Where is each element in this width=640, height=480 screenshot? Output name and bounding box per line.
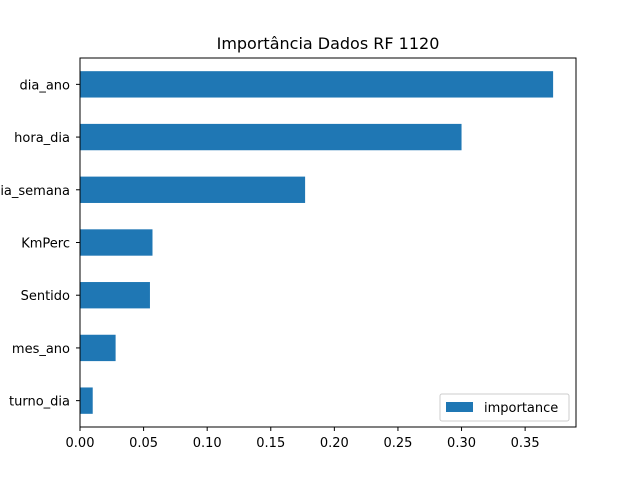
axes-frame bbox=[79, 57, 577, 428]
bar-hora_dia bbox=[80, 123, 462, 151]
x-tick-label: 0.05 bbox=[129, 436, 158, 451]
bar-dia_semana bbox=[80, 176, 306, 203]
x-tick-label: 0.10 bbox=[193, 436, 222, 451]
y-tick-label: dia_ano bbox=[20, 78, 71, 93]
x-tick-label: 0.00 bbox=[66, 436, 95, 451]
legend: importance bbox=[439, 393, 570, 422]
y-tick-label: turno_dia bbox=[9, 395, 70, 410]
bar-mes_ano bbox=[80, 334, 116, 362]
y-tick-label: hora_dia bbox=[14, 131, 70, 146]
legend-label: importance bbox=[484, 401, 558, 416]
bar-KmPerc bbox=[80, 229, 153, 256]
bars-group bbox=[80, 71, 554, 414]
y-tick-label: dia_semana bbox=[0, 184, 70, 199]
x-tick-label: 0.35 bbox=[511, 436, 540, 451]
bar-dia_ano bbox=[80, 71, 554, 98]
y-axis-ticks: dia_ano hora_dia dia_semana KmPerc Sentido me… bbox=[0, 78, 80, 410]
y-tick-label: KmPerc bbox=[21, 237, 70, 252]
x-axis-ticks: 0.00 0.05 0.10 0.15 0.20 0.25 0.30 0.35 bbox=[66, 427, 540, 451]
bar-turno_dia bbox=[80, 387, 93, 414]
bar-Sentido bbox=[80, 282, 150, 309]
legend-box bbox=[439, 393, 570, 422]
x-tick-label: 0.30 bbox=[447, 436, 476, 451]
x-tick-label: 0.15 bbox=[256, 436, 285, 451]
y-tick-label: Sentido bbox=[21, 289, 70, 304]
x-tick-label: 0.25 bbox=[383, 436, 412, 451]
legend-swatch bbox=[446, 402, 473, 412]
y-tick-label: mes_ano bbox=[12, 342, 70, 357]
x-tick-label: 0.20 bbox=[320, 436, 349, 451]
chart-title: Importância Dados RF 1120 bbox=[217, 34, 440, 53]
